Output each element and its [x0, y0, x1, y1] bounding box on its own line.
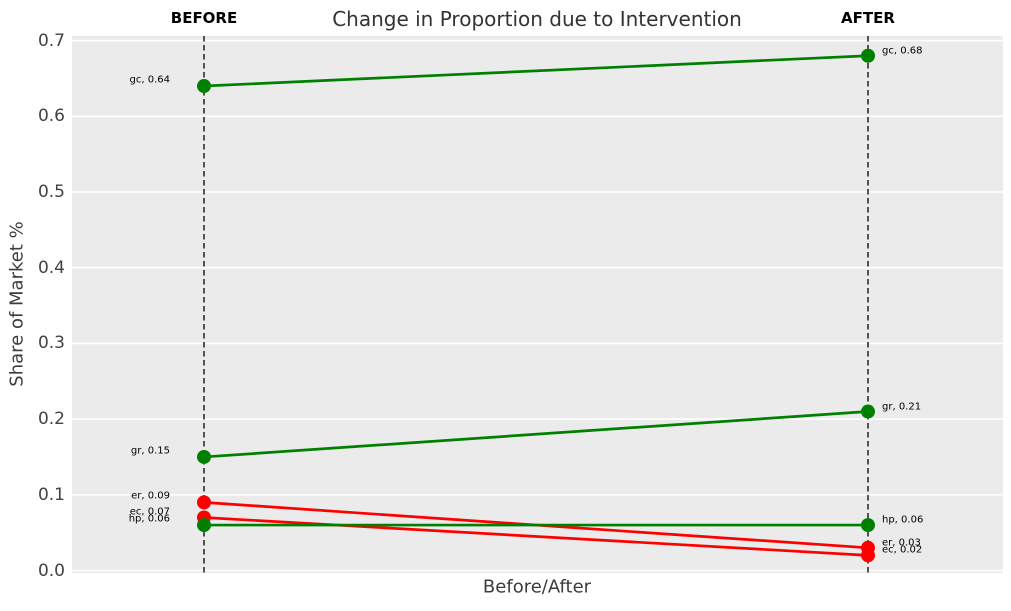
after-column-header: AFTER: [841, 9, 895, 27]
chart-title: Change in Proportion due to Intervention: [332, 7, 742, 31]
y-axis-label: Share of Market %: [6, 221, 28, 387]
series-line-gr: [203, 410, 869, 459]
series-point-ec-after: [861, 548, 875, 563]
before-column-header: BEFORE: [170, 9, 238, 27]
series-point-gr-after: [861, 404, 875, 419]
x-axis-label: Before/After: [482, 576, 592, 598]
series-point-hp-after: [861, 518, 875, 533]
series-point-gc-before: [197, 79, 211, 94]
series-point-gc-after: [861, 48, 875, 63]
plot-area: [72, 36, 1003, 573]
series-point-hp-before: [197, 518, 211, 533]
series-line-gc: [203, 54, 869, 88]
series-point-gr-before: [197, 449, 211, 464]
series-point-er-before: [197, 495, 211, 510]
